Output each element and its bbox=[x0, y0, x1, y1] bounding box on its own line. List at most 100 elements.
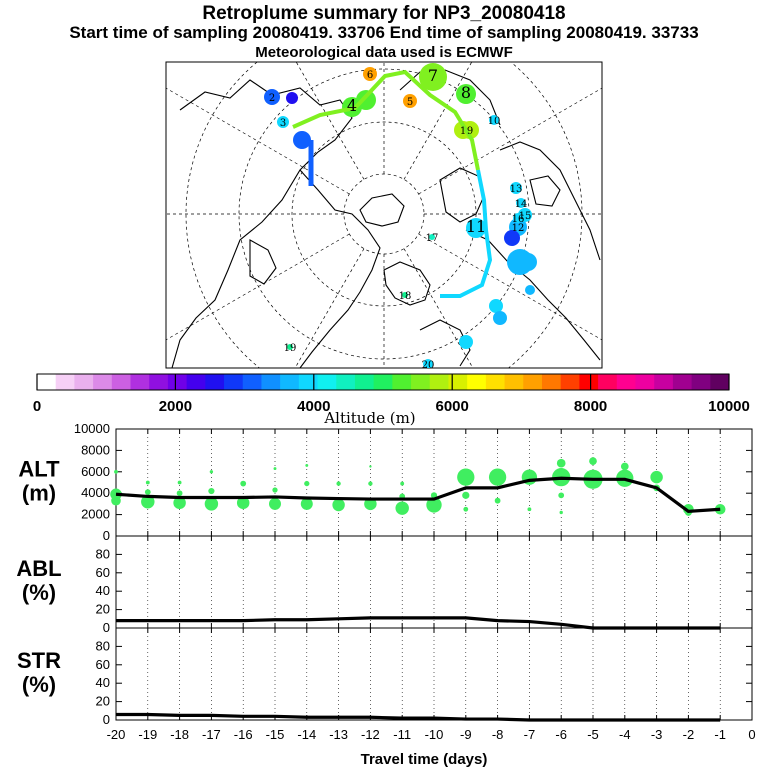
colorbar-swatch bbox=[93, 374, 113, 390]
altitude-bubble bbox=[141, 495, 155, 509]
altitude-bubble bbox=[400, 481, 405, 486]
plume-bubble bbox=[510, 182, 522, 194]
altitude-bubble bbox=[336, 481, 341, 486]
panel-frame bbox=[115, 535, 753, 629]
colorbar-swatch bbox=[55, 374, 75, 390]
colorbar-tick-label: 2000 bbox=[159, 398, 192, 415]
altitude-bubble bbox=[176, 490, 183, 497]
time-series-panels: 0200040006000800010000ALT(m)020406080ABL… bbox=[16, 421, 755, 768]
day-label: 9 bbox=[467, 126, 473, 137]
colorbar-swatch bbox=[186, 374, 206, 390]
y-tick-label: 0 bbox=[103, 712, 110, 727]
colorbar-tick-label: 4000 bbox=[297, 398, 330, 415]
colorbar-swatch bbox=[485, 374, 506, 390]
day-label: 18 bbox=[399, 291, 412, 302]
y-tick-label: 80 bbox=[96, 638, 110, 653]
altitude-bubble bbox=[145, 480, 150, 485]
day-label: 6 bbox=[367, 70, 373, 81]
colorbar-swatch bbox=[560, 374, 580, 390]
coastline bbox=[399, 69, 501, 126]
day-label: 3 bbox=[280, 118, 286, 129]
colorbar-swatch bbox=[598, 374, 618, 390]
colorbar-swatch bbox=[691, 374, 711, 390]
plume-bubble bbox=[513, 213, 523, 223]
plume-bubble bbox=[419, 63, 447, 91]
colorbar-swatch bbox=[448, 374, 468, 390]
plume-bubble bbox=[489, 299, 503, 313]
x-tick-label: -12 bbox=[361, 727, 380, 742]
colorbar-swatch bbox=[579, 374, 599, 390]
coastline bbox=[299, 169, 381, 368]
altitude-bubble bbox=[305, 463, 309, 467]
colorbar-swatch bbox=[130, 374, 150, 390]
colorbar-swatch bbox=[336, 374, 356, 390]
day-label: 16 bbox=[512, 214, 525, 225]
panel-frame bbox=[115, 627, 753, 721]
plume-bubble bbox=[287, 344, 293, 350]
plume-bubble bbox=[459, 335, 473, 349]
meridian bbox=[418, 233, 602, 341]
meridian bbox=[294, 248, 365, 368]
plume-bubble bbox=[277, 116, 289, 128]
colorbar-swatch bbox=[672, 374, 693, 390]
altitude-bubble bbox=[527, 507, 532, 512]
altitude-bubble bbox=[589, 457, 597, 465]
colorbar-swatch bbox=[261, 374, 281, 390]
x-tick-label: -16 bbox=[234, 727, 253, 742]
colorbar-swatch bbox=[411, 374, 431, 390]
panel-label: STR bbox=[17, 648, 61, 673]
y-tick-label: 8000 bbox=[81, 442, 110, 457]
meridian bbox=[403, 62, 473, 180]
y-tick-label: 0 bbox=[103, 620, 110, 635]
altitude-bubble bbox=[144, 489, 151, 496]
colorbar-swatch bbox=[167, 374, 188, 390]
plume-bubble bbox=[429, 234, 435, 240]
day-label: 15 bbox=[519, 211, 532, 222]
altitude-bubble bbox=[236, 496, 250, 510]
met-data-note: Meteorological data used is ECMWF bbox=[255, 44, 513, 61]
coastline bbox=[359, 193, 405, 227]
plume-bubble bbox=[489, 115, 499, 125]
altitude-bubble bbox=[620, 462, 629, 471]
altitude-bubble bbox=[395, 501, 409, 515]
altitude-bubble bbox=[426, 497, 442, 513]
altitude-bubble bbox=[304, 480, 310, 487]
altitude-bubble bbox=[462, 491, 470, 499]
panel-label: ALT bbox=[18, 457, 60, 482]
chart-title: Retroplume summary for NP3_20080418 bbox=[202, 3, 566, 24]
day-label: 10 bbox=[488, 116, 501, 127]
x-tick-label: -7 bbox=[524, 727, 536, 742]
altitude-bubble bbox=[332, 498, 345, 512]
x-tick-label: -15 bbox=[266, 727, 285, 742]
altitude-bubble bbox=[272, 487, 278, 493]
plume-bubble bbox=[516, 198, 526, 208]
day-label: 12 bbox=[512, 223, 525, 234]
plume-bubble bbox=[504, 230, 520, 246]
y-tick-label: 10000 bbox=[74, 421, 110, 436]
altitude-bubble bbox=[494, 497, 501, 504]
trajectory-lower bbox=[440, 169, 493, 298]
coastline bbox=[419, 319, 471, 367]
colorbar-swatch bbox=[111, 374, 132, 390]
day-label: 11 bbox=[466, 217, 486, 236]
y-tick-label: 6000 bbox=[81, 464, 110, 479]
y-tick-label: 20 bbox=[96, 694, 110, 709]
plume-bubble bbox=[403, 94, 417, 108]
altitude-bubble bbox=[368, 481, 373, 486]
plume-bubble bbox=[456, 84, 476, 104]
y-tick-label: 80 bbox=[96, 546, 110, 561]
colorbar-title: Altitude (m) bbox=[323, 409, 415, 427]
colorbar-swatch bbox=[541, 374, 562, 390]
meridian bbox=[418, 87, 602, 195]
panel-label: (%) bbox=[22, 672, 56, 697]
plume-bubble bbox=[466, 218, 486, 238]
altitude-bubble bbox=[273, 467, 277, 471]
altitude-bubble bbox=[558, 492, 565, 499]
altitude-colorbar: 0 2000 4000 6000 8000 10000 bbox=[33, 373, 750, 415]
colorbar-swatch bbox=[523, 374, 543, 390]
x-tick-label: -14 bbox=[297, 727, 316, 742]
colorbar-swatch bbox=[467, 374, 487, 390]
x-tick-label: -5 bbox=[587, 727, 599, 742]
plume-bubble bbox=[286, 92, 298, 104]
